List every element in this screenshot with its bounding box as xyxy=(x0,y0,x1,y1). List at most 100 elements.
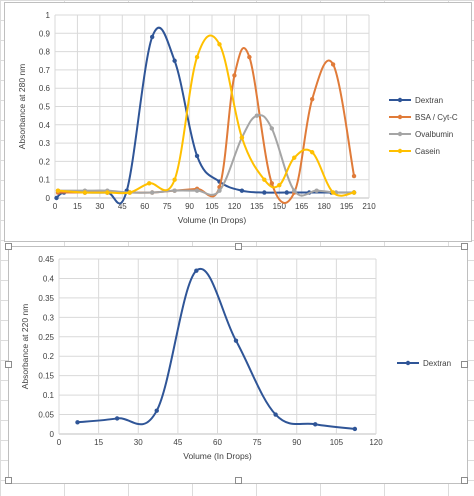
y-tick-label: 0.35 xyxy=(38,294,54,303)
data-point xyxy=(330,62,336,67)
chart-svg-bottom: 0 0.05 0.1 0.15 0.2 0.25 0.3 0.35 0.4 0.45 0 15 30 45… xyxy=(20,255,451,461)
data-point xyxy=(55,188,61,193)
legend-label: Casein xyxy=(415,147,440,156)
data-point xyxy=(269,181,275,186)
x-tick-label: 165 xyxy=(295,202,309,211)
x-tick-label: 120 xyxy=(228,202,242,211)
data-point xyxy=(154,408,159,413)
legend-label: Dextran xyxy=(423,359,451,368)
data-point xyxy=(172,58,177,63)
data-point xyxy=(352,426,358,432)
data-point xyxy=(149,34,155,40)
data-point xyxy=(194,188,200,193)
legend-label: Ovalbumin xyxy=(415,130,453,139)
data-point xyxy=(262,190,267,195)
data-point xyxy=(313,422,318,427)
data-point xyxy=(309,150,315,155)
y-tick-label: 0.1 xyxy=(43,391,55,400)
resize-handle-bottom-right[interactable] xyxy=(461,477,468,484)
chart-svg-top: 0 0.1 0.2 0.3 0.4 0.5 0.6 0.7 0.8 0.9 1 0 15 30 45 60 75… xyxy=(17,11,458,225)
data-point xyxy=(75,420,80,425)
legend-label: BSA / Cyt-C xyxy=(415,113,458,122)
legend-marker xyxy=(405,360,411,366)
y-tick-label: 0.7 xyxy=(39,66,51,75)
x-tick-label: 120 xyxy=(369,438,383,447)
data-point xyxy=(232,73,237,78)
data-point xyxy=(149,190,155,195)
x-tick-label: 60 xyxy=(140,202,149,211)
y-tick-label: 0.1 xyxy=(39,176,51,185)
y-tick-label: 0.2 xyxy=(39,157,51,166)
x-tick-label: 105 xyxy=(330,438,344,447)
data-point xyxy=(82,190,88,195)
data-point xyxy=(194,54,200,60)
data-point xyxy=(147,181,152,186)
data-point xyxy=(277,182,282,188)
y-tick-label: 0.2 xyxy=(43,352,55,361)
data-point xyxy=(114,416,120,421)
data-point xyxy=(194,268,199,273)
data-point xyxy=(239,135,245,140)
y-tick-label: 0.9 xyxy=(39,29,51,38)
x-tick-label: 195 xyxy=(340,202,354,211)
legend-label: Dextran xyxy=(415,96,443,105)
chart-panel-bottom[interactable]: 0 0.05 0.1 0.15 0.2 0.25 0.3 0.35 0.4 0.45 0 15 30 45… xyxy=(5,243,468,484)
y-tick-label: 0.4 xyxy=(43,274,55,283)
y-tick-label: 0.5 xyxy=(39,103,51,112)
x-tick-label: 90 xyxy=(292,438,301,447)
x-tick-label: 105 xyxy=(205,202,219,211)
series-line-ovalbumin xyxy=(56,114,356,197)
x-tick-label: 45 xyxy=(173,438,182,447)
y-axis-title: Absorbance at 220 nm xyxy=(20,304,30,390)
data-point xyxy=(217,42,222,47)
y-tick-label: 0.15 xyxy=(38,372,54,381)
x-tick-label: 75 xyxy=(163,202,172,211)
data-point xyxy=(239,188,245,193)
x-axis-title: Volume (In Drops) xyxy=(178,215,247,225)
x-tick-label: 60 xyxy=(213,438,222,447)
data-point xyxy=(314,188,319,193)
x-tick-label: 150 xyxy=(273,202,287,211)
data-point xyxy=(262,177,267,182)
data-point xyxy=(54,195,59,201)
series-line-dextran xyxy=(76,267,356,430)
y-tick-label: 0.3 xyxy=(43,313,55,322)
resize-handle-top-left[interactable] xyxy=(5,243,12,250)
data-point xyxy=(172,177,177,182)
data-point xyxy=(217,188,222,193)
y-tick-label: 0.45 xyxy=(38,255,54,264)
data-point xyxy=(247,54,252,60)
data-point xyxy=(309,96,315,102)
x-axis-title: Volume (In Drops) xyxy=(183,451,252,461)
chart-panel-top[interactable]: 0 0.1 0.2 0.3 0.4 0.5 0.6 0.7 0.8 0.9 1 0 15 30 45 60 75… xyxy=(4,2,472,242)
x-tick-label: 45 xyxy=(118,202,127,211)
resize-handle-bottom-center[interactable] xyxy=(235,477,242,484)
x-tick-label: 30 xyxy=(134,438,143,447)
y-tick-label: 0 xyxy=(50,430,55,439)
resize-handle-middle-left[interactable] xyxy=(5,361,12,368)
data-point xyxy=(172,188,177,193)
x-tick-label: 0 xyxy=(57,438,62,447)
resize-handle-top-right[interactable] xyxy=(461,243,468,250)
resize-handle-top-center[interactable] xyxy=(235,243,242,250)
data-point xyxy=(351,190,357,195)
x-tick-label: 180 xyxy=(317,202,331,211)
x-tick-label: 210 xyxy=(362,202,376,211)
y-tick-label: 0.25 xyxy=(38,333,54,342)
resize-handle-middle-right[interactable] xyxy=(461,361,468,368)
x-tick-label: 15 xyxy=(73,202,82,211)
data-point xyxy=(284,190,289,195)
resize-handle-bottom-left[interactable] xyxy=(5,477,12,484)
data-point xyxy=(254,113,260,118)
x-tick-label: 0 xyxy=(53,202,58,211)
data-point xyxy=(273,412,278,417)
data-point xyxy=(292,155,297,160)
legend-marker xyxy=(397,148,403,154)
legend-marker xyxy=(397,97,403,103)
data-point xyxy=(351,173,357,179)
x-tick-label: 15 xyxy=(94,438,103,447)
x-tick-label: 90 xyxy=(185,202,194,211)
data-point xyxy=(105,190,110,195)
legend-marker xyxy=(397,131,403,137)
